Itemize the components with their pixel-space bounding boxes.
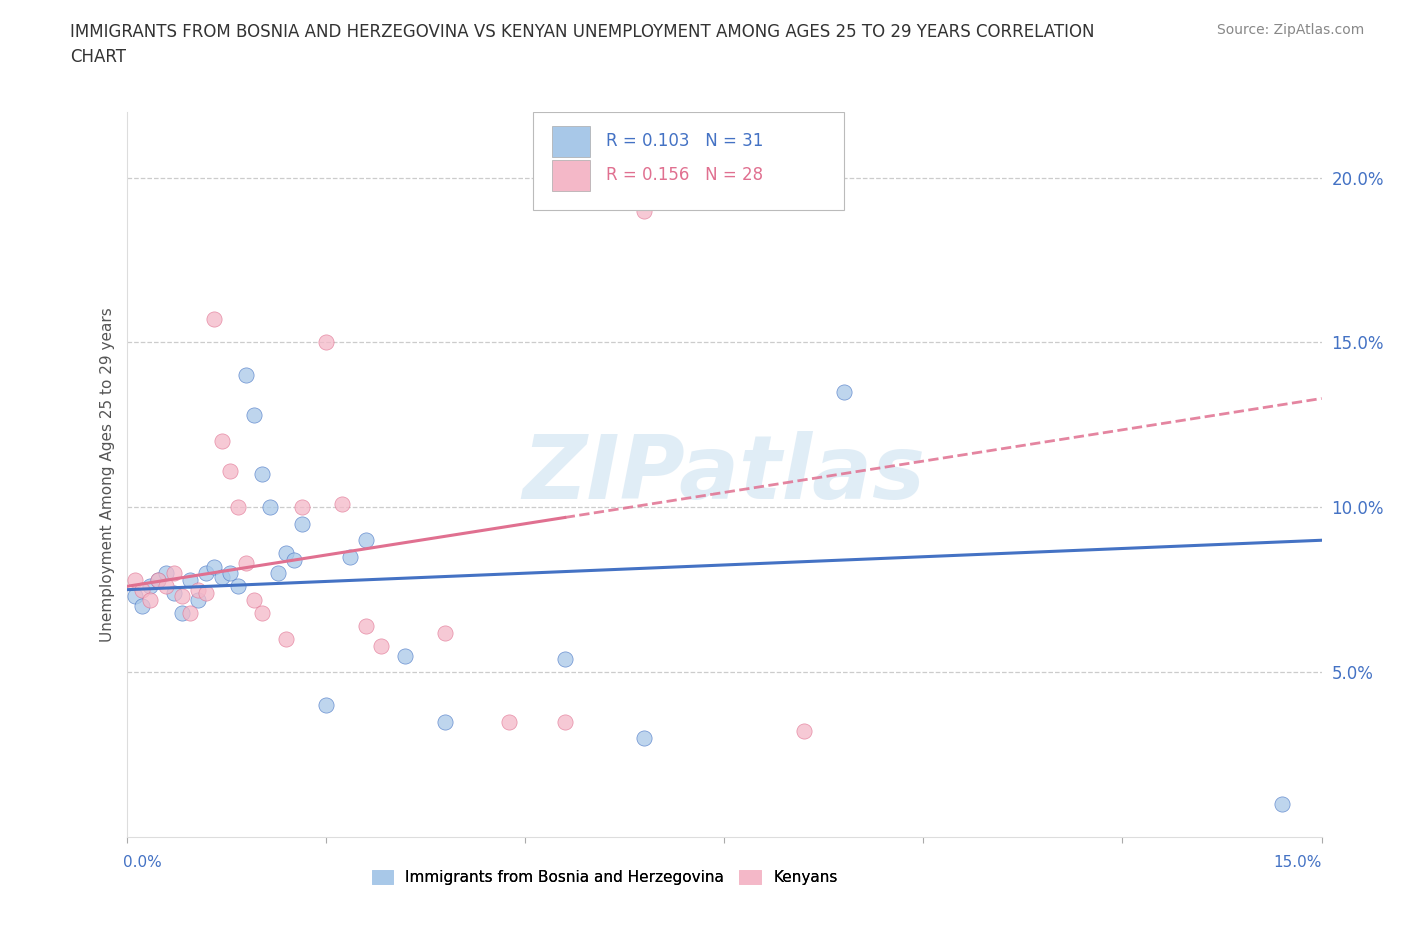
Point	[235, 556, 257, 571]
Point	[554, 652, 576, 667]
Point	[354, 533, 377, 548]
Point	[498, 714, 520, 729]
Point	[370, 638, 392, 653]
Point	[179, 572, 201, 587]
Point	[339, 550, 361, 565]
Y-axis label: Unemployment Among Ages 25 to 29 years: Unemployment Among Ages 25 to 29 years	[100, 307, 115, 642]
Text: 15.0%: 15.0%	[1274, 856, 1322, 870]
Point	[267, 565, 290, 580]
Point	[283, 552, 305, 567]
Text: CHART: CHART	[70, 48, 127, 66]
Text: 0.0%: 0.0%	[122, 856, 162, 870]
Point	[172, 589, 194, 604]
Point	[434, 625, 457, 640]
Point	[163, 586, 186, 601]
Point	[187, 592, 209, 607]
Text: IMMIGRANTS FROM BOSNIA AND HERZEGOVINA VS KENYAN UNEMPLOYMENT AMONG AGES 25 TO 2: IMMIGRANTS FROM BOSNIA AND HERZEGOVINA V…	[70, 23, 1095, 41]
Point	[202, 312, 225, 326]
FancyBboxPatch shape	[533, 112, 844, 209]
Text: R = 0.103   N = 31: R = 0.103 N = 31	[606, 132, 763, 151]
Point	[226, 579, 249, 594]
Point	[155, 565, 177, 580]
Point	[139, 579, 162, 594]
Point	[274, 631, 297, 646]
Point	[274, 546, 297, 561]
Point	[179, 605, 201, 620]
Point	[291, 499, 314, 514]
Point	[131, 599, 153, 614]
Point	[832, 384, 855, 399]
Point	[291, 516, 314, 531]
Point	[124, 572, 146, 587]
Legend: Immigrants from Bosnia and Herzegovina, Kenyans: Immigrants from Bosnia and Herzegovina, …	[366, 864, 844, 891]
Point	[219, 463, 242, 478]
Point	[148, 572, 170, 587]
Point	[243, 592, 266, 607]
Point	[211, 569, 233, 584]
Point	[139, 592, 162, 607]
Point	[1271, 797, 1294, 812]
Point	[243, 407, 266, 422]
Point	[554, 714, 576, 729]
Point	[315, 698, 337, 712]
Point	[211, 434, 233, 449]
Point	[195, 565, 218, 580]
Point	[148, 572, 170, 587]
Point	[172, 605, 194, 620]
Text: ZIPatlas: ZIPatlas	[523, 431, 925, 518]
Point	[315, 335, 337, 350]
Point	[250, 605, 273, 620]
Point	[131, 582, 153, 597]
Point	[633, 203, 655, 218]
Point	[633, 731, 655, 746]
Point	[187, 582, 209, 597]
FancyBboxPatch shape	[553, 126, 591, 156]
Point	[250, 467, 273, 482]
Point	[219, 565, 242, 580]
Point	[155, 579, 177, 594]
Point	[394, 648, 416, 663]
FancyBboxPatch shape	[553, 160, 591, 191]
Point	[330, 497, 353, 512]
Point	[124, 589, 146, 604]
Point	[793, 724, 815, 739]
Text: Source: ZipAtlas.com: Source: ZipAtlas.com	[1216, 23, 1364, 37]
Point	[259, 499, 281, 514]
Point	[434, 714, 457, 729]
Text: R = 0.156   N = 28: R = 0.156 N = 28	[606, 166, 763, 184]
Point	[226, 499, 249, 514]
Point	[235, 368, 257, 383]
Point	[195, 586, 218, 601]
Point	[163, 565, 186, 580]
Point	[202, 559, 225, 574]
Point	[354, 618, 377, 633]
